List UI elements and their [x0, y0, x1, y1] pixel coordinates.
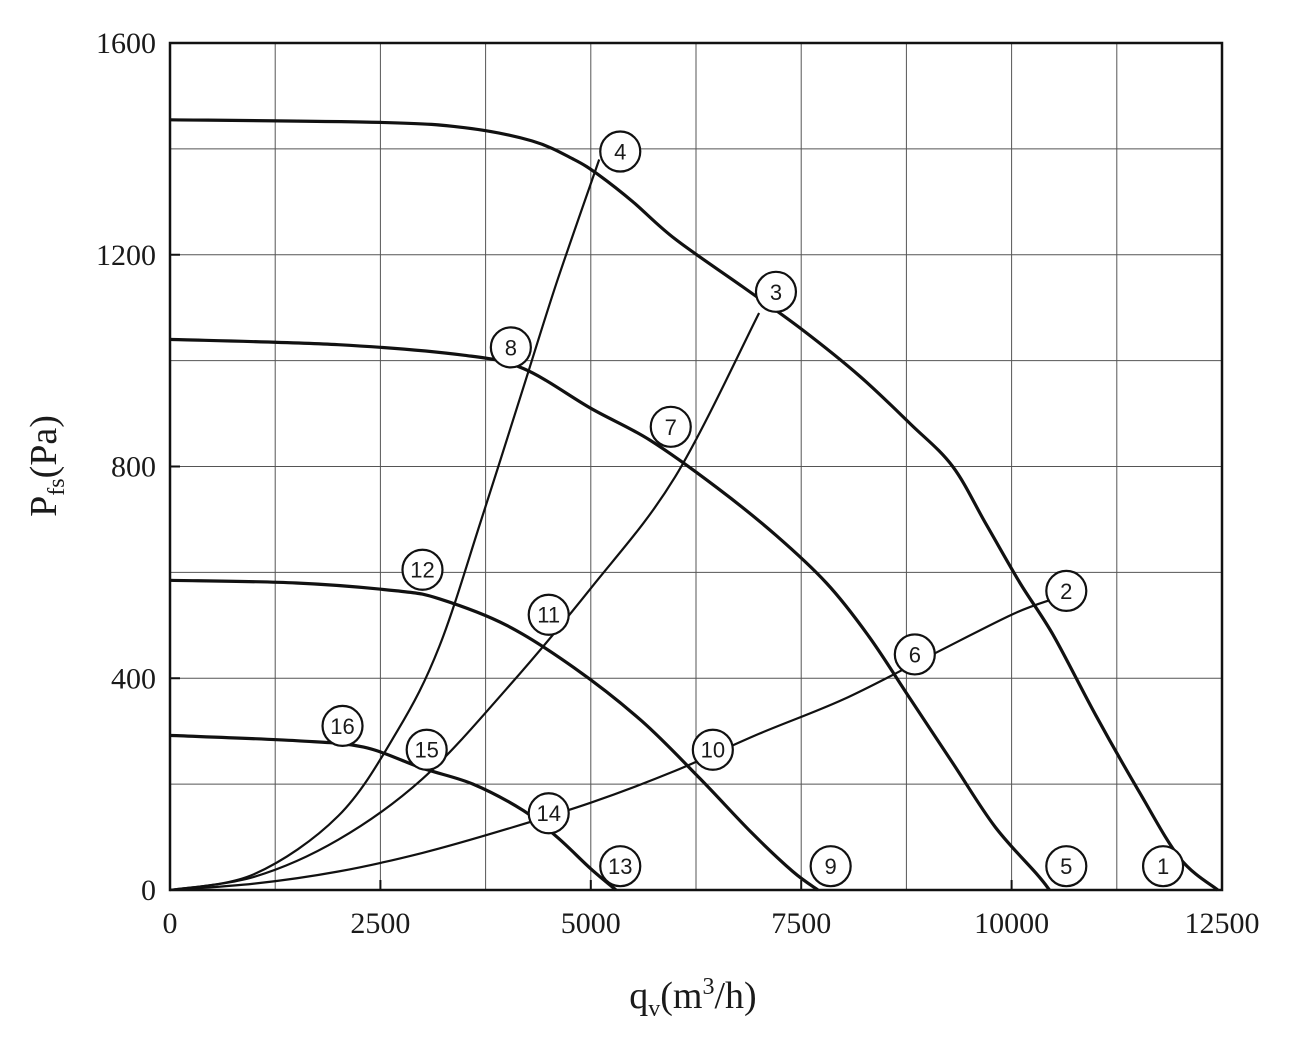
curve-marker-label: 8 — [505, 335, 517, 360]
x-tick-label: 10000 — [974, 907, 1049, 940]
x-axis-label-main: q — [629, 975, 648, 1017]
curve-marker-6: 6 — [893, 633, 936, 676]
curve-marker-circle — [809, 845, 852, 888]
curve-marker-15: 15 — [405, 728, 448, 771]
x-axis-label-sup: 3 — [703, 974, 715, 1000]
x-axis-label-sub: v — [648, 996, 660, 1022]
x-axis-label: qv(m3/h) — [629, 974, 756, 1022]
curve-marker-label: 16 — [330, 714, 354, 739]
y-axis-label-main: P — [23, 496, 65, 517]
curve-marker-circle — [401, 548, 444, 591]
curve-marker-label: 7 — [665, 415, 677, 440]
x-tick-label: 7500 — [771, 907, 831, 940]
curve-marker-10: 10 — [691, 728, 734, 771]
x-tick-label: 0 — [163, 907, 178, 940]
curve-marker-5: 5 — [1045, 845, 1088, 888]
y-tick-label: 400 — [111, 662, 156, 695]
x-tick-label: 2500 — [350, 907, 410, 940]
curve-marker-circle — [527, 792, 570, 835]
y-axis-label-rest: (Pa) — [23, 415, 65, 478]
curve-marker-9: 9 — [809, 845, 852, 888]
system-curve-2 — [169, 312, 761, 892]
system-curves — [169, 159, 1055, 892]
curve-marker-label: 5 — [1060, 854, 1072, 879]
curve-marker-label: 12 — [410, 558, 434, 583]
curve-marker-12: 12 — [401, 548, 444, 591]
curve-marker-label: 6 — [909, 642, 921, 667]
fan-curve-2 — [169, 337, 1051, 892]
curve-marker-16: 16 — [321, 704, 364, 747]
curve-marker-3: 3 — [754, 270, 798, 313]
x-tick-label: 12500 — [1185, 907, 1260, 940]
curve-marker-circle — [599, 130, 642, 173]
curve-marker-circle — [1045, 845, 1088, 888]
curve-marker-label: 2 — [1060, 579, 1072, 604]
curve-marker-2: 2 — [1045, 569, 1088, 613]
x-axis-label-rest: (m — [660, 975, 702, 1017]
curve-marker-circle — [489, 326, 532, 369]
curve-marker-13: 13 — [599, 845, 642, 888]
curve-marker-circle — [599, 845, 642, 888]
curve-marker-7: 7 — [649, 405, 692, 448]
fan-curve-1 — [169, 118, 1219, 892]
curve-marker-label: 11 — [537, 603, 560, 628]
curve-marker-label: 3 — [770, 280, 782, 305]
y-tick-label: 800 — [111, 451, 156, 484]
x-axis-label-tail: /h) — [715, 975, 757, 1017]
curve-marker-circle — [893, 633, 936, 676]
x-tick-label: 5000 — [561, 907, 621, 940]
curve-marker-label: 9 — [825, 854, 837, 879]
curve-marker-label: 4 — [614, 140, 626, 165]
curve-marker-label: 1 — [1157, 854, 1169, 879]
curve-marker-circle — [1141, 845, 1185, 888]
y-tick-label: 1200 — [96, 239, 156, 272]
y-tick-label: 1600 — [96, 27, 156, 60]
curve-marker-4: 4 — [599, 130, 642, 173]
curve-marker-label: 13 — [608, 854, 632, 879]
curve-marker-circle — [691, 728, 734, 771]
curve-marker-circle — [1045, 569, 1088, 613]
curve-marker-circle — [649, 405, 692, 448]
curve-marker-8: 8 — [489, 326, 532, 369]
y-axis-label-sub: fs — [44, 478, 70, 495]
fan-curve-4 — [169, 733, 618, 892]
curve-marker-circle — [754, 270, 798, 313]
curve-marker-1: 1 — [1141, 845, 1185, 888]
curve-marker-circle — [321, 704, 364, 747]
curve-marker-circle — [527, 593, 570, 636]
grid — [170, 43, 1222, 890]
fan-curves — [169, 118, 1219, 892]
curve-marker-label: 14 — [536, 801, 560, 826]
curve-marker-label: 15 — [414, 738, 438, 763]
fan-curve-3 — [169, 578, 819, 892]
curve-marker-11: 11 — [527, 593, 570, 636]
y-tick-label: 0 — [141, 874, 156, 907]
axis-ticks: 0 2500 5000 7500 10000 12500 0 400 800 1200 1600 — [96, 27, 1260, 940]
y-axis-label: Pfs(Pa) — [23, 415, 70, 517]
curve-marker-circle — [405, 728, 448, 771]
system-curve-1 — [169, 159, 601, 892]
curve-marker-label: 10 — [701, 738, 725, 763]
curve-marker-14: 14 — [527, 792, 570, 835]
